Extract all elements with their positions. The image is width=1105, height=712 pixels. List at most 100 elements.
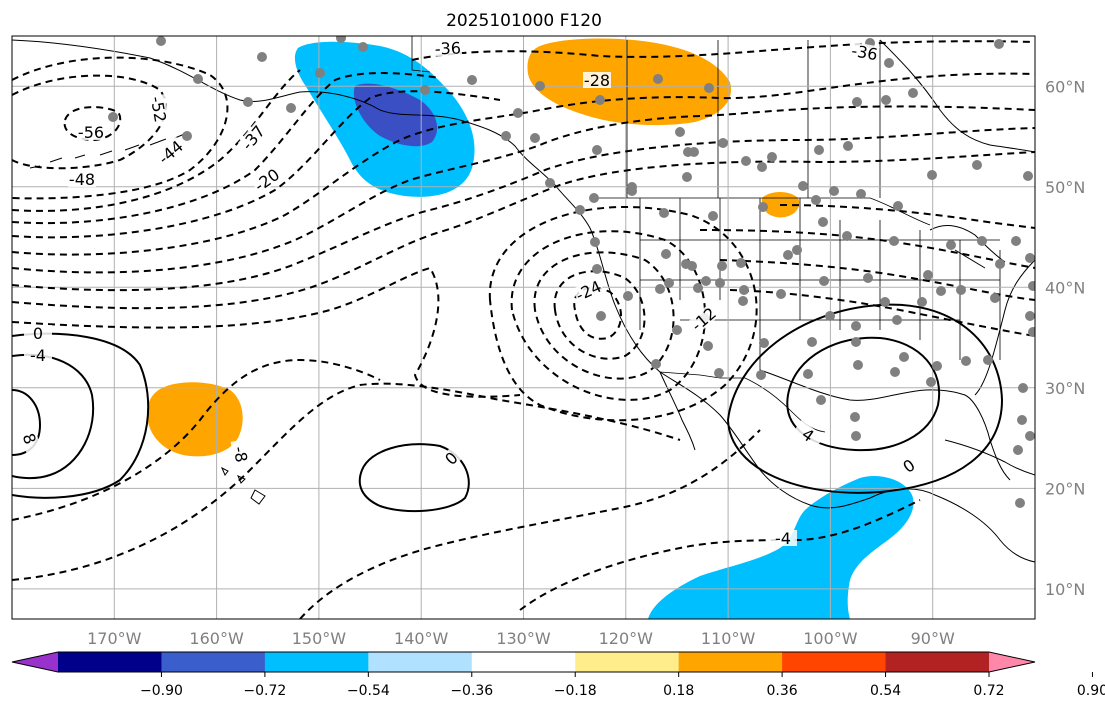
contour-4-west <box>12 353 95 480</box>
contour-40 <box>12 72 441 225</box>
contour-label-bg <box>230 439 252 470</box>
station-dot <box>759 338 769 348</box>
station-dot <box>1025 311 1035 321</box>
station-dot <box>899 352 909 362</box>
station-dot <box>596 311 606 321</box>
station-dot <box>850 412 860 422</box>
station-dot <box>893 201 903 211</box>
station-dot <box>627 186 637 196</box>
station-dot <box>738 296 748 306</box>
station-dot <box>807 337 817 347</box>
lon-tick-label: 100°W <box>803 629 858 648</box>
station-dot <box>741 156 751 166</box>
lat-tick-label: 30°N <box>1045 379 1085 398</box>
station-dot <box>856 189 866 199</box>
east-coast <box>974 259 1035 396</box>
station-dot <box>798 181 808 191</box>
colorbar-extend-high <box>989 652 1035 672</box>
station-dot <box>842 231 852 241</box>
contour-label-bg <box>849 41 880 63</box>
contour-label-bg <box>769 530 797 546</box>
station-dot <box>315 68 325 78</box>
colorbar-tick-label: −0.36 <box>450 683 493 699</box>
contour-label: -4 <box>775 529 791 548</box>
station-dot <box>814 145 824 155</box>
contour-label-bg <box>687 303 720 335</box>
station-dot <box>193 74 203 84</box>
station-dot <box>972 160 982 170</box>
station-dot <box>590 237 600 247</box>
station-dot <box>653 74 663 84</box>
station-dot <box>664 278 674 288</box>
station-dot <box>703 341 713 351</box>
hudson-bay <box>879 39 1035 153</box>
station-dot <box>890 367 900 377</box>
station-dot <box>513 108 523 118</box>
station-dot <box>803 369 813 379</box>
contour-24 <box>12 127 1035 292</box>
station-dot <box>623 291 633 301</box>
station-dot <box>1018 383 1028 393</box>
station-dot <box>884 58 894 68</box>
station-dot <box>811 195 821 205</box>
contour-8-west <box>12 389 42 456</box>
station-dots <box>108 36 1035 508</box>
station-dot <box>693 283 703 293</box>
lon-tick-label: 140°W <box>394 629 449 648</box>
contour-label-bg <box>68 171 96 187</box>
station-dot <box>714 368 724 378</box>
station-dot <box>358 42 368 52</box>
colorbar-tick-label: −0.54 <box>347 683 390 699</box>
contour-label-bg <box>17 422 43 455</box>
contour-44 <box>12 69 301 212</box>
station-dot <box>863 273 873 283</box>
contour-neg4-tropics <box>519 499 921 611</box>
positive-anomaly-canada <box>527 38 732 126</box>
station-dot <box>926 377 936 387</box>
colorbar-segment <box>471 652 576 672</box>
longitude-tick-labels: 170°W 160°W 150°W 140°W 130°W 120°W 110°W 100°W… <box>87 629 955 648</box>
map-title: 2025101000 F120 <box>446 11 602 31</box>
colorbar-segment <box>782 652 887 672</box>
station-dot <box>1011 236 1021 246</box>
contour-0-west <box>12 332 150 499</box>
great-lakes <box>929 224 1006 269</box>
station-dot <box>681 259 691 269</box>
contour-36-north <box>411 40 1035 61</box>
station-dot <box>715 278 725 288</box>
contour-neg4-south <box>12 382 681 581</box>
station-dot <box>956 285 966 295</box>
negative-strong-anomaly-alaska <box>353 83 438 147</box>
colorbar-tick-label: −0.72 <box>243 683 286 699</box>
lat-tick-label: 40°N <box>1045 278 1085 297</box>
station-dot <box>718 138 728 148</box>
contour-label: -56 <box>78 123 104 142</box>
station-dot <box>1025 253 1035 263</box>
station-dot <box>501 131 511 141</box>
station-dot <box>851 337 861 347</box>
station-dot <box>756 370 766 380</box>
contour-label: 0 <box>33 324 43 343</box>
colorbar-outline <box>11 651 1036 673</box>
contour-0-pacific <box>358 443 470 513</box>
station-dot <box>701 276 711 286</box>
north-america-coast <box>12 39 1035 563</box>
station-dot <box>739 285 749 295</box>
station-dot <box>257 52 267 62</box>
station-dot <box>853 360 863 370</box>
colorbar-segment <box>368 652 473 672</box>
station-dot <box>767 152 777 162</box>
station-dot <box>182 131 192 141</box>
station-dot <box>675 127 685 137</box>
colorbar-tick-label: 0.54 <box>870 683 901 699</box>
colorbar-tick-label: −0.90 <box>140 683 183 699</box>
colorbar-segment <box>575 652 680 672</box>
station-dot <box>592 264 602 274</box>
contour-label-bg <box>433 39 463 57</box>
colorbar-tick-label: 0.18 <box>663 683 694 699</box>
station-dot <box>792 245 802 255</box>
colorbar-tick-label: 0.90 <box>1077 683 1105 699</box>
station-dot <box>932 361 942 371</box>
contour-32 <box>12 72 1035 256</box>
